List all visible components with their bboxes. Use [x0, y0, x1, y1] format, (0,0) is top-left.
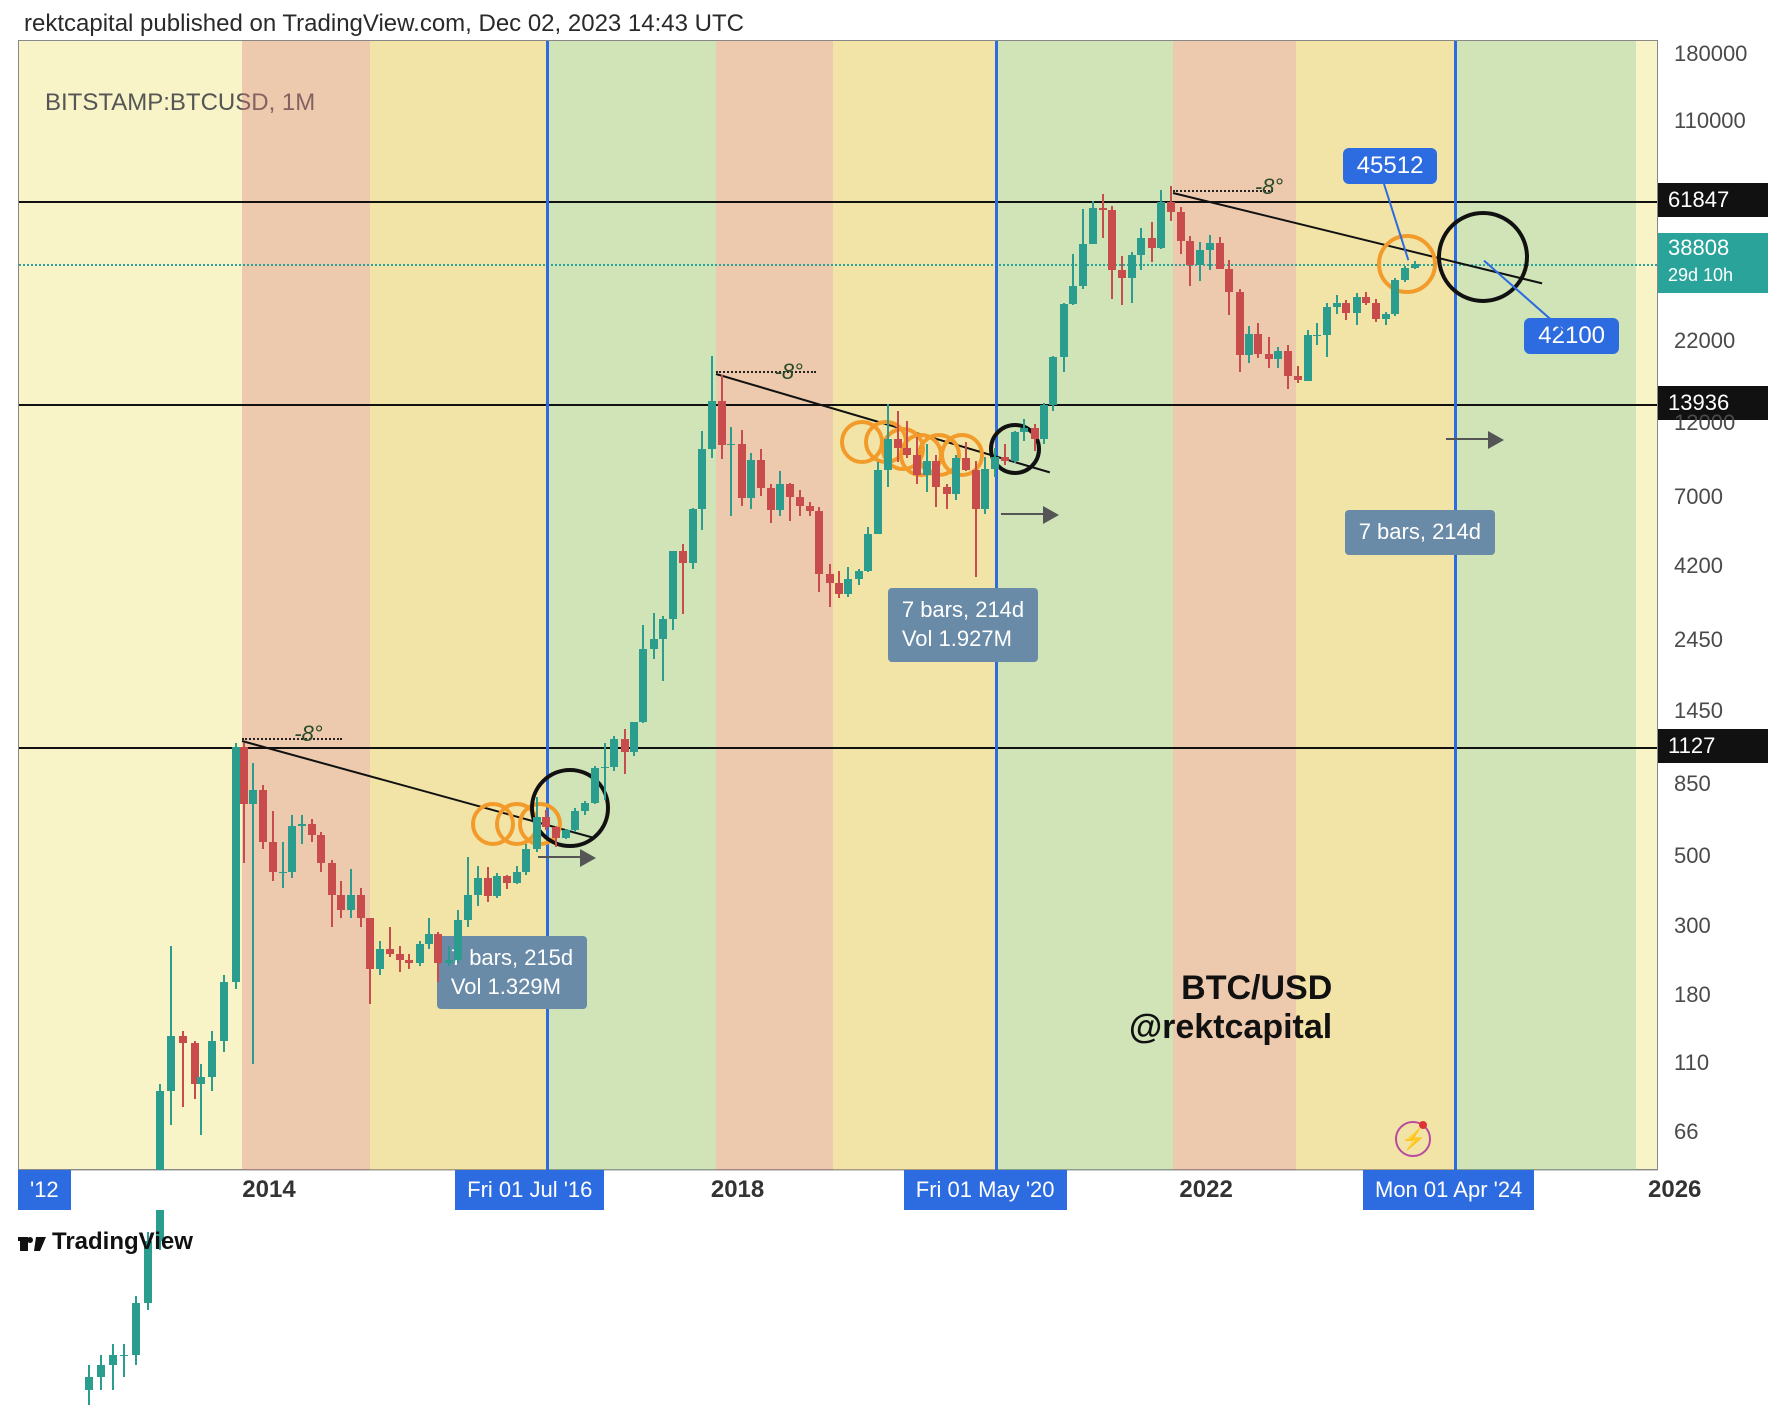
angle-label: -8° — [294, 721, 322, 747]
x-tick: 2026 — [1648, 1170, 1701, 1210]
arrow-icon — [538, 842, 598, 872]
chart-watermark: BTC/USD@rektcapital — [1129, 969, 1332, 1047]
tv-logo-icon — [18, 1231, 46, 1253]
arrow-icon — [1446, 424, 1506, 454]
x-tick: '12 — [18, 1170, 71, 1210]
angle-label: -8° — [1255, 174, 1283, 200]
price-label: 3880829d 10h — [1658, 233, 1768, 293]
x-date-label: Fri 01 May '20 — [904, 1170, 1067, 1210]
x-date-label: Mon 01 Apr '24 — [1363, 1170, 1534, 1210]
x-tick: 2022 — [1179, 1170, 1232, 1210]
y-axis[interactable]: 618473880829d 10h13936112766110180300500… — [1658, 40, 1768, 1210]
y-tick: 1450 — [1658, 698, 1768, 724]
x-axis[interactable]: Fri 01 Jul '16 Fri 01 May '20 Mon 01 Apr '… — [18, 1170, 1658, 1210]
price-label: 1127 — [1658, 729, 1768, 763]
tv-logo-text: TradingView — [52, 1228, 193, 1256]
y-tick: 7000 — [1658, 484, 1768, 510]
price-label: 61847 — [1658, 183, 1768, 217]
highlight-circle — [1377, 234, 1437, 294]
x-date-label: Fri 01 Jul '16 — [455, 1170, 604, 1210]
bars-info-box: 7 bars, 214d — [1345, 510, 1495, 555]
y-tick: 180 — [1658, 982, 1768, 1008]
chart-container: BITSTAMP:BTCUSD, 1M -8°-8°-8°45512421007… — [18, 40, 1768, 1210]
x-tick: 2014 — [242, 1170, 295, 1210]
y-tick: 300 — [1658, 913, 1768, 939]
y-tick: 4200 — [1658, 553, 1768, 579]
y-tick: 12000 — [1658, 410, 1768, 436]
shaded-region — [716, 41, 833, 1171]
price-line — [19, 404, 1657, 406]
tradingview-logo: TradingView — [18, 1228, 193, 1256]
plot-area[interactable]: BITSTAMP:BTCUSD, 1M -8°-8°-8°45512421007… — [18, 40, 1658, 1170]
price-callout: 42100 — [1524, 318, 1619, 354]
y-tick: 180000 — [1658, 41, 1768, 67]
angle-label: -8° — [775, 359, 803, 385]
y-tick: 110 — [1658, 1050, 1768, 1076]
shaded-region — [242, 41, 371, 1171]
arrow-icon — [1001, 499, 1061, 529]
y-tick: 22000 — [1658, 328, 1768, 354]
x-tick: 2018 — [711, 1170, 764, 1210]
y-tick: 850 — [1658, 771, 1768, 797]
halving-line — [1454, 41, 1457, 1171]
y-tick: 500 — [1658, 843, 1768, 869]
trend-dotted — [242, 738, 342, 740]
y-tick: 110000 — [1658, 108, 1768, 134]
bars-info-box: 7 bars, 214dVol 1.927M — [888, 588, 1038, 661]
y-tick: 66 — [1658, 1119, 1768, 1145]
price-callout: 45512 — [1343, 148, 1438, 184]
y-tick: 2450 — [1658, 627, 1768, 653]
price-line — [19, 201, 1657, 203]
